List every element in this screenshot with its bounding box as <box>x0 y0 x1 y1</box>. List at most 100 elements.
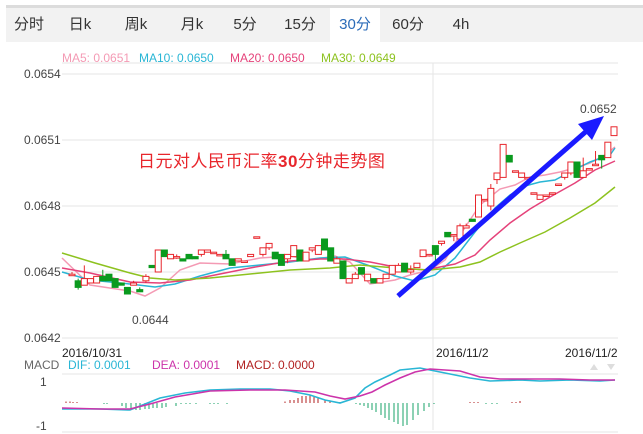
tab-7[interactable]: 60分 <box>392 16 424 33</box>
tab-1[interactable]: 日k <box>68 16 92 33</box>
candle-body <box>179 258 187 262</box>
candle-body <box>585 168 593 171</box>
ma20-line <box>61 160 616 284</box>
candle-body <box>327 247 335 262</box>
candle-body <box>345 278 353 284</box>
candle-body <box>493 172 501 181</box>
candle-body <box>173 256 181 259</box>
candle-body <box>475 194 482 218</box>
candle-body <box>438 240 446 244</box>
candle-body <box>210 251 218 255</box>
y-tick-label: 0.0645 <box>24 265 61 279</box>
ma-legend: MA5: 0.0651 MA10: 0.0650 MA20: 0.0650 MA… <box>62 51 396 65</box>
candle-body <box>136 289 144 293</box>
tab-8[interactable]: 4h <box>452 16 470 33</box>
macd-legend: MACD DIF: 0.0001 DEA: 0.0001 MACD: 0.000… <box>24 358 315 372</box>
candle-body <box>167 253 175 260</box>
macd-tick: -1 <box>36 419 47 433</box>
candle-body <box>530 192 538 195</box>
candle-body <box>573 161 581 178</box>
candle-body <box>314 245 322 255</box>
candle-body <box>610 126 618 137</box>
candle-body <box>481 198 489 202</box>
candle-body <box>253 236 261 239</box>
candle-body <box>80 278 88 286</box>
tab-3[interactable]: 月k <box>180 16 204 33</box>
candle-body <box>204 249 211 253</box>
chart-title-prefix: 日元对人民币汇率 <box>138 152 278 171</box>
candle-body <box>86 278 94 284</box>
tabbar-top-border <box>6 5 643 8</box>
candle-body <box>74 280 82 288</box>
tab-5[interactable]: 15分 <box>284 16 316 33</box>
ma20-legend: MA20: 0.0650 <box>230 51 305 65</box>
candle-body <box>68 273 76 277</box>
candle-body <box>154 249 162 273</box>
candle-body <box>284 253 292 260</box>
candle-body <box>431 245 439 255</box>
chart-title-bold: 30 <box>278 152 298 171</box>
chart-title-suffix: 分钟走势图 <box>297 152 386 171</box>
candle-body <box>579 170 587 178</box>
ma5-legend: MA5: 0.0651 <box>62 51 131 65</box>
arrow-head-icon <box>578 116 604 140</box>
candle-body <box>222 253 230 260</box>
candle-body <box>117 282 125 286</box>
macd-value-legend: MACD: 0.0000 <box>236 358 315 372</box>
y-tick-label: 0.0648 <box>24 199 61 213</box>
y-tick-label: 0.0654 <box>24 67 61 81</box>
candle-body <box>536 194 544 200</box>
high-annotation: 0.0652 <box>580 102 617 116</box>
scroll-down-icon <box>607 364 615 370</box>
candle-body <box>234 258 242 262</box>
candle-body <box>401 262 409 273</box>
date-label-3: 2016/11/2 <box>565 346 618 360</box>
candle-body <box>382 273 390 280</box>
candle-body <box>142 275 150 282</box>
date-label-1: 2016/10/31 <box>62 346 123 360</box>
candle-body <box>302 251 310 262</box>
macd-name: MACD <box>24 358 60 372</box>
candle-body <box>339 260 347 280</box>
scroll-up-icon <box>590 364 598 370</box>
candle-body <box>592 163 600 167</box>
candle-body <box>425 253 433 257</box>
trend-arrow <box>396 126 592 298</box>
candle-body <box>130 282 138 286</box>
candle-body <box>370 278 378 284</box>
candle-body <box>567 161 575 174</box>
candle-body <box>351 273 359 280</box>
tab-4[interactable]: 5分 <box>233 16 257 33</box>
macd-tick: 1 <box>40 375 47 389</box>
candle-body <box>487 187 495 207</box>
candle-body <box>247 253 255 258</box>
candle-body <box>271 251 279 260</box>
dea-line <box>61 368 615 410</box>
tab-6[interactable]: 30分 <box>330 8 380 42</box>
date-label-2: 2016/11/2 <box>436 346 489 360</box>
candle-body <box>604 141 612 159</box>
candle-body <box>277 253 285 266</box>
candle-body <box>228 258 236 266</box>
y-tick-label: 0.0651 <box>24 133 61 147</box>
ma10-legend: MA10: 0.0650 <box>139 51 214 65</box>
candle-body <box>333 258 341 264</box>
candle-body <box>555 183 563 186</box>
tab-0[interactable]: 分时 <box>13 16 44 33</box>
candle-body <box>259 247 267 255</box>
candle-body <box>364 273 372 282</box>
candle-body <box>542 194 550 197</box>
candle-body <box>357 267 365 275</box>
candle-body <box>561 172 569 178</box>
dif-line <box>62 367 616 411</box>
tab-2[interactable]: 周k <box>124 16 148 33</box>
candle-body <box>240 260 248 263</box>
candle-body <box>191 256 199 260</box>
candle-body <box>450 234 458 237</box>
candle-body <box>296 249 304 262</box>
candle-body <box>413 262 421 269</box>
candle-body <box>444 231 452 238</box>
dea-legend: DEA: 0.0001 <box>152 358 221 372</box>
candle-body <box>148 264 156 269</box>
